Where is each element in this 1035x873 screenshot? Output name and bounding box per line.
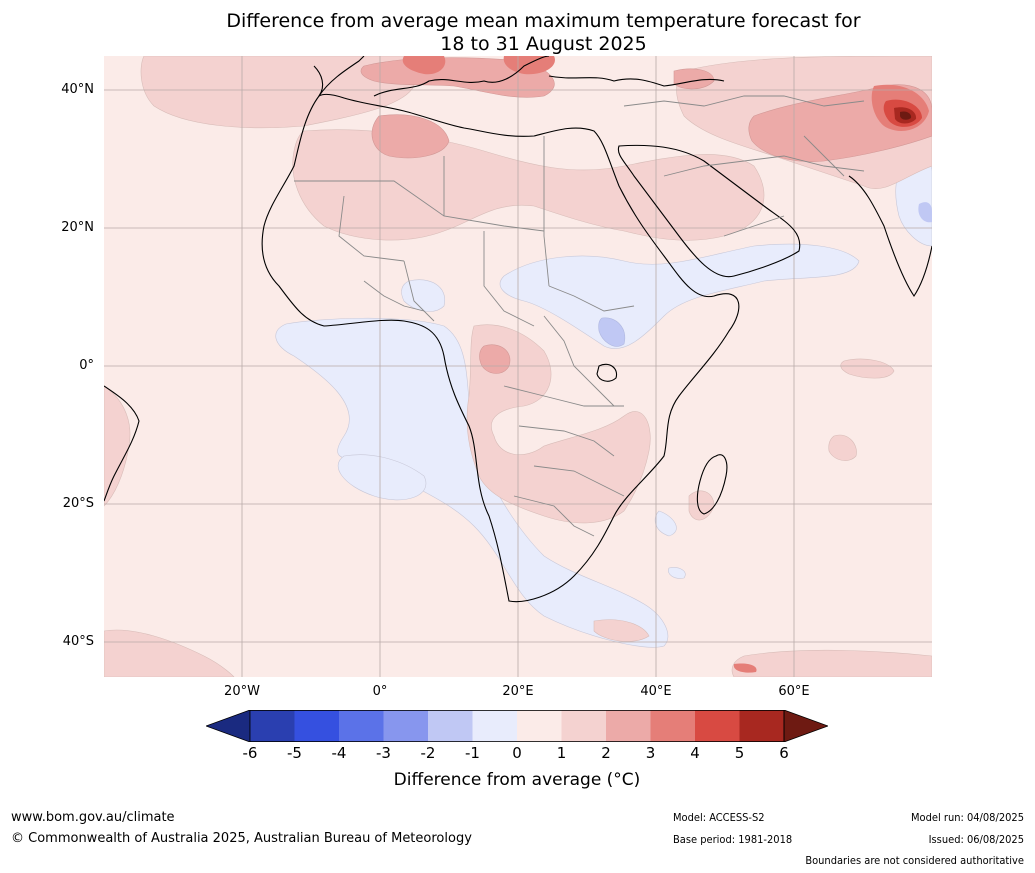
colorbar-tick-label: 4 [690, 744, 700, 762]
negative-anomaly-regions [275, 160, 932, 648]
colorbar-tick-label: -1 [465, 744, 480, 762]
colorbar-outline [249, 710, 785, 742]
lon-label-20w: 20°W [224, 684, 260, 699]
lat-label-40s: 40°S [62, 634, 94, 649]
colorbar-segment [517, 710, 562, 742]
footer-boundaries: Boundaries are not considered authoritat… [805, 854, 1024, 867]
colorbar-segment [294, 710, 340, 742]
colorbar-tick-label: 1 [556, 744, 567, 762]
colorbar-tick-label: 3 [645, 744, 656, 762]
colorbar-segment [383, 710, 429, 742]
colorbar-tick-label: 0 [512, 744, 522, 762]
footer-copyright: © Commonwealth of Australia 2025, Austra… [11, 831, 472, 846]
colorbar-segment [695, 710, 740, 742]
colorbar-segment [250, 710, 295, 742]
colorbar-tick-label: -5 [287, 744, 302, 762]
colorbar-tick-label: -4 [331, 744, 347, 762]
colorbar-tick-label: -2 [420, 744, 436, 762]
colorbar-segment [739, 710, 785, 742]
lat-label-0: 0° [79, 358, 94, 373]
footer-website: www.bom.gov.au/climate [11, 810, 175, 825]
colorbar-tick-label: 2 [601, 744, 611, 762]
lon-label-0: 0° [372, 684, 388, 699]
coastlines [104, 56, 932, 603]
title-line-1: Difference from average mean maximum tem… [226, 10, 861, 32]
colorbar-tick-label: -3 [376, 744, 391, 762]
lat-label-20s: 20°S [62, 496, 94, 511]
colorbar-label: Difference from average (°C) [393, 770, 641, 790]
temperature-anomaly-map [104, 56, 932, 677]
footer-model: Model: ACCESS-S2 [673, 811, 765, 824]
colorbar-segment [428, 710, 473, 742]
footer-model-run: Model run: 04/08/2025 [911, 811, 1024, 824]
colorbar-segment [650, 710, 696, 742]
colorbar-tick-label: 5 [734, 744, 745, 762]
lon-label-20e: 20°E [502, 684, 534, 699]
footer-base-period: Base period: 1981-2018 [673, 833, 793, 846]
colorbar-segment [472, 710, 518, 742]
colorbar-extend-low [206, 710, 251, 742]
lon-label-40e: 40°E [640, 684, 672, 699]
colorbar-segment [561, 710, 607, 742]
anomaly-3-plus-regions [402, 56, 929, 131]
colorbar [206, 710, 828, 742]
lat-label-20n: 20°N [61, 220, 94, 235]
colorbar-segment [606, 710, 651, 742]
colorbar-tick-label: 6 [779, 744, 789, 762]
title-line-2: 18 to 31 August 2025 [440, 33, 647, 55]
colorbar-segment [339, 710, 384, 742]
lat-label-40n: 40°N [61, 82, 94, 97]
map-title: Difference from average mean maximum tem… [0, 10, 1035, 56]
lon-label-60e: 60°E [778, 684, 810, 699]
country-borders [294, 95, 865, 537]
graticule [104, 56, 932, 677]
footer-issued: Issued: 06/08/2025 [928, 833, 1024, 846]
colorbar-tick-label: -6 [242, 744, 258, 762]
colorbar-extend-high [783, 710, 828, 742]
